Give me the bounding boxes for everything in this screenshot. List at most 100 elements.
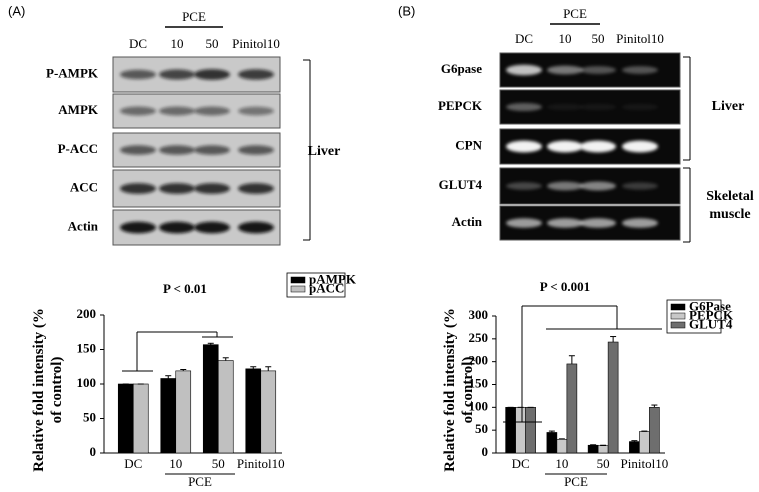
legend-swatch bbox=[670, 303, 686, 311]
blot-band bbox=[194, 145, 230, 155]
bar bbox=[175, 370, 192, 454]
y-tick-label: 0 bbox=[482, 444, 489, 459]
row-label: P-ACC bbox=[58, 141, 98, 156]
y-axis-label: Relative fold intensity (% of control) bbox=[442, 308, 476, 472]
blot-band bbox=[622, 182, 658, 190]
bar bbox=[160, 378, 177, 454]
legend-label: pAMPK bbox=[309, 271, 357, 286]
group-label: PCE bbox=[563, 6, 587, 21]
y-tick-label: 200 bbox=[469, 353, 489, 368]
y-tick-label: 50 bbox=[83, 409, 96, 424]
y-axis-label: Relative fold intensity (% of control) bbox=[31, 308, 65, 472]
lane-label: 10 bbox=[559, 31, 572, 46]
bar bbox=[202, 344, 219, 454]
bar bbox=[556, 438, 568, 454]
panel-label: (A) bbox=[8, 3, 25, 18]
blot-band bbox=[622, 103, 658, 111]
blot-band bbox=[547, 140, 583, 153]
blot-band bbox=[580, 140, 616, 153]
blot-band bbox=[238, 183, 274, 194]
x-tick-label: 10 bbox=[555, 456, 568, 471]
y-tick-label: 200 bbox=[77, 306, 97, 321]
y-tick-label: 150 bbox=[77, 340, 97, 355]
blot-band bbox=[547, 65, 583, 75]
panel-label: (B) bbox=[398, 3, 415, 18]
row-label: P-AMPK bbox=[46, 65, 99, 80]
tissue-label: Liver bbox=[711, 99, 745, 114]
row-label: Actin bbox=[68, 218, 99, 233]
bar bbox=[587, 444, 599, 454]
blot-band bbox=[194, 183, 230, 194]
group-label: PCE bbox=[188, 474, 212, 489]
blot-band bbox=[580, 103, 616, 111]
blot-band bbox=[159, 69, 195, 80]
blot-band bbox=[120, 69, 156, 80]
bar bbox=[546, 432, 558, 454]
blot-band bbox=[622, 140, 658, 153]
bar bbox=[217, 360, 234, 454]
group-label: PCE bbox=[564, 474, 588, 489]
group-label: PCE bbox=[182, 9, 206, 24]
x-tick-label: Pinitol10 bbox=[621, 456, 669, 471]
lane-label: Pinitol10 bbox=[616, 31, 664, 46]
blot-band bbox=[622, 66, 658, 74]
x-tick-label: Pinitol10 bbox=[237, 456, 285, 471]
blot-band bbox=[120, 221, 156, 234]
blot-band bbox=[120, 145, 156, 155]
blot-band bbox=[580, 181, 616, 191]
blot-band bbox=[580, 66, 616, 74]
tissue-label: Liver bbox=[307, 144, 341, 159]
bar bbox=[597, 445, 609, 454]
bar bbox=[639, 431, 650, 454]
legend-swatch bbox=[290, 285, 306, 293]
bar bbox=[260, 370, 277, 454]
bar bbox=[505, 407, 516, 454]
row-label: AMPK bbox=[58, 102, 99, 117]
bar bbox=[117, 383, 134, 454]
x-tick-label: DC bbox=[512, 456, 530, 471]
blot-band bbox=[622, 218, 658, 228]
row-label: GLUT4 bbox=[439, 177, 483, 192]
bar bbox=[629, 441, 640, 454]
blot-band bbox=[194, 69, 230, 80]
y-tick-label: 0 bbox=[90, 444, 97, 459]
blot-band bbox=[159, 106, 195, 116]
blot-band bbox=[159, 145, 195, 155]
legend-label: GLUT4 bbox=[689, 316, 733, 331]
blot-band bbox=[238, 145, 274, 155]
bar bbox=[515, 407, 526, 454]
blot-band bbox=[238, 221, 274, 234]
row-label: ACC bbox=[70, 179, 98, 194]
blot-band bbox=[120, 106, 156, 116]
x-tick-label: DC bbox=[124, 456, 142, 471]
annotation: P < 0.001 bbox=[540, 279, 590, 294]
y-tick-label: 50 bbox=[475, 421, 488, 436]
x-tick-label: 10 bbox=[169, 456, 182, 471]
blot-band bbox=[238, 106, 274, 116]
lane-label: 50 bbox=[592, 31, 605, 46]
annotation: P < 0.01 bbox=[163, 281, 207, 296]
x-tick-label: 50 bbox=[597, 456, 610, 471]
blot-band bbox=[238, 69, 274, 80]
row-label: PEPCK bbox=[438, 98, 483, 113]
legend-label: pACC bbox=[309, 280, 344, 295]
blot-band bbox=[120, 183, 156, 194]
bar bbox=[607, 341, 619, 454]
lane-label: 50 bbox=[206, 36, 219, 51]
row-label: CPN bbox=[455, 137, 482, 152]
blot-band bbox=[506, 182, 542, 190]
y-tick-label: 150 bbox=[469, 375, 489, 390]
blot-band bbox=[506, 218, 542, 228]
blot-band bbox=[580, 218, 616, 228]
lane-label: 10 bbox=[171, 36, 184, 51]
blot-band bbox=[159, 183, 195, 194]
legend-label: G6Pase bbox=[689, 298, 731, 313]
row-label: Actin bbox=[452, 214, 483, 229]
lane-label: DC bbox=[129, 36, 147, 51]
blot-band bbox=[506, 102, 542, 112]
blot-band bbox=[506, 64, 542, 76]
blot-band bbox=[547, 103, 583, 111]
x-tick-label: 50 bbox=[212, 456, 225, 471]
